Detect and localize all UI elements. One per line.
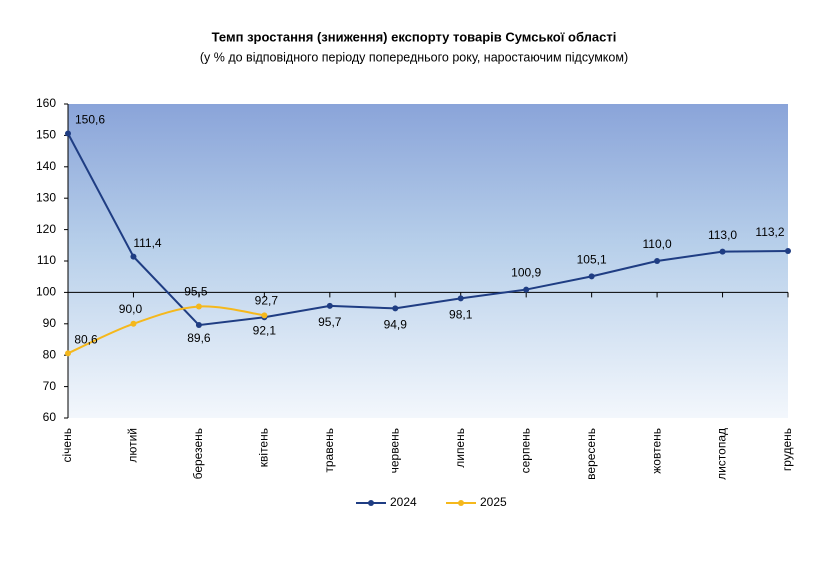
data-label: 92,7 (255, 293, 279, 307)
legend-label: 2025 (480, 495, 507, 509)
data-label: 111,4 (133, 236, 162, 250)
series-line (67, 133, 789, 327)
data-label: 95,7 (318, 315, 342, 329)
data-label: 113,2 (755, 225, 784, 239)
data-point (130, 320, 137, 327)
x-tick-label: червень (387, 428, 401, 473)
y-tick-label: 150 (36, 128, 56, 142)
x-tick-label: березень (191, 428, 205, 479)
data-label: 100,9 (511, 266, 541, 280)
x-tick-label: травень (322, 428, 336, 473)
x-tick-label: жовтень (649, 428, 663, 474)
x-tick-label: грудень (780, 428, 794, 471)
x-tick-label: січень (60, 428, 74, 462)
data-point (195, 322, 202, 329)
data-label: 113,0 (708, 228, 737, 242)
y-tick-label: 60 (43, 410, 57, 424)
x-tick-label: серпень (518, 428, 532, 473)
data-label: 90,0 (119, 302, 143, 316)
plot-area (68, 104, 788, 418)
data-point (326, 302, 333, 309)
y-tick-label: 160 (36, 96, 56, 110)
data-label: 98,1 (449, 308, 473, 322)
y-tick-label: 120 (36, 222, 56, 236)
data-point (654, 258, 661, 264)
x-tick-label: квітень (257, 428, 271, 467)
data-label: 92,1 (253, 323, 277, 337)
x-tick-label: лютий (126, 428, 140, 463)
data-point (261, 312, 268, 319)
data-label: 80,6 (74, 332, 98, 346)
data-point (130, 253, 137, 260)
data-label: 94,9 (384, 318, 408, 332)
legend-marker (458, 500, 464, 506)
data-label: 150,6 (75, 113, 105, 127)
y-tick-label: 110 (37, 253, 56, 267)
data-point (195, 303, 202, 310)
y-tick-label: 100 (36, 285, 56, 299)
x-tick-label: липень (453, 428, 467, 468)
data-point (523, 286, 530, 293)
data-point (719, 248, 726, 255)
data-point (65, 130, 71, 137)
data-label: 89,6 (187, 331, 211, 345)
data-label: 105,1 (577, 253, 607, 267)
y-tick-label: 70 (43, 379, 57, 393)
chart-subtitle: (у % до відповідного періоду попередньог… (200, 50, 628, 64)
data-label: 95,5 (184, 285, 208, 299)
data-point (588, 273, 595, 280)
data-point (457, 295, 464, 302)
data-point (65, 350, 71, 357)
y-tick-label: 80 (43, 347, 57, 361)
data-point (785, 247, 791, 254)
chart-title: Темп зростання (зниження) експорту товар… (212, 29, 617, 44)
data-point (392, 305, 399, 312)
x-tick-label: вересень (584, 428, 598, 480)
y-tick-label: 140 (36, 159, 56, 173)
x-tick-label: листопад (715, 428, 729, 480)
legend-marker (368, 500, 374, 506)
y-tick-label: 90 (43, 316, 57, 330)
data-label: 110,0 (643, 237, 672, 251)
y-tick-label: 130 (36, 190, 56, 204)
legend-label: 2024 (390, 495, 417, 509)
series-line (67, 305, 265, 355)
